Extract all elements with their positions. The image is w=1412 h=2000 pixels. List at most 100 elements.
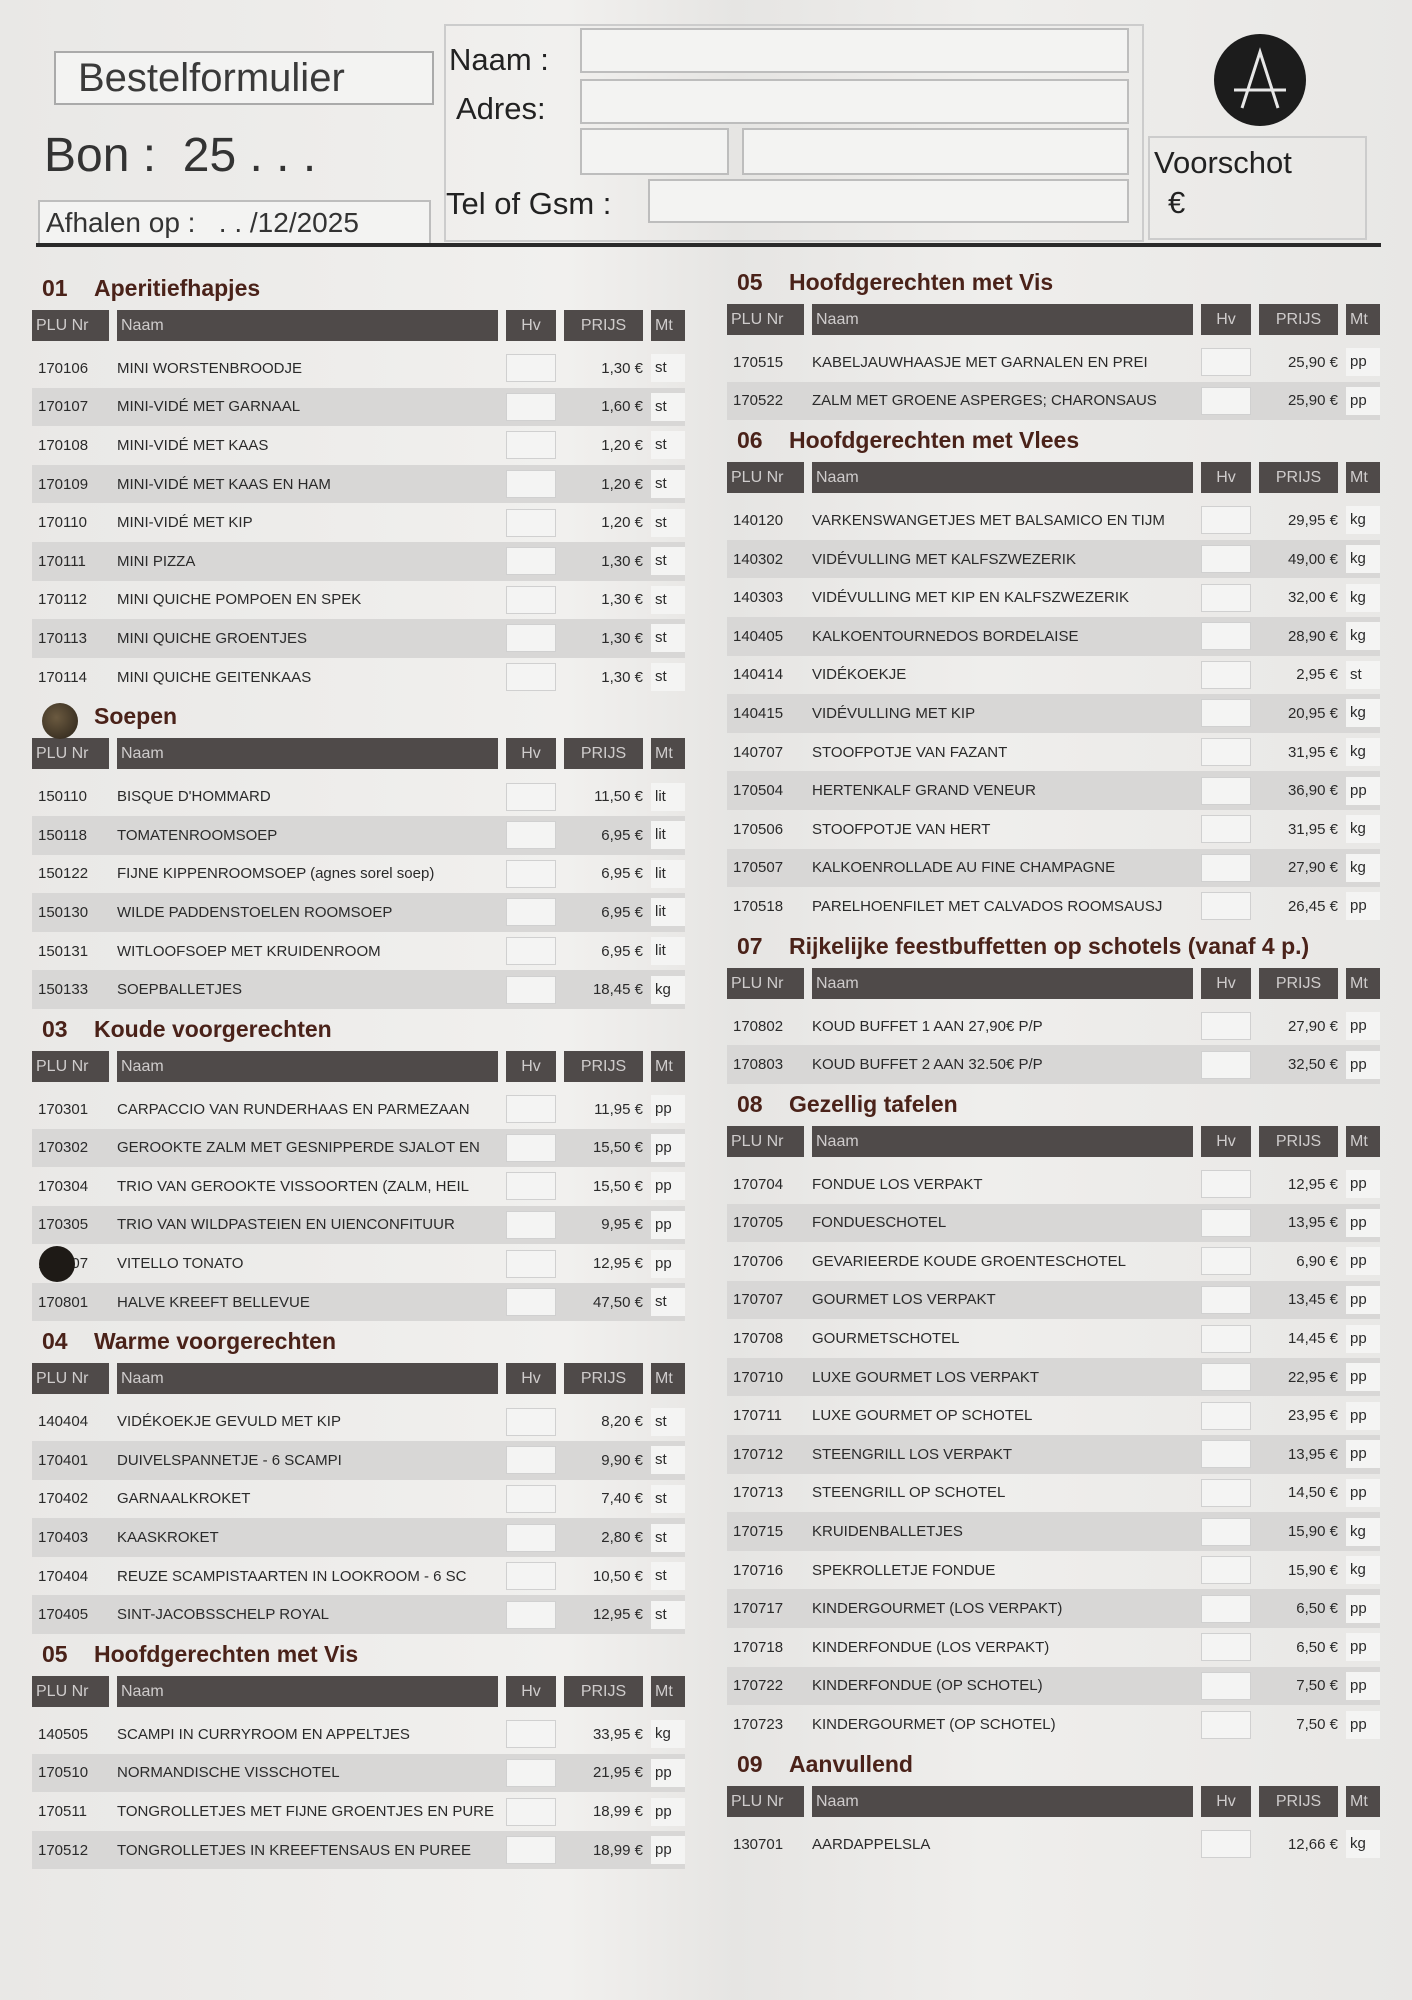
quantity-input[interactable] — [506, 859, 556, 888]
quantity-input[interactable] — [506, 1523, 556, 1552]
quantity-input[interactable] — [506, 782, 556, 811]
address-input[interactable] — [580, 79, 1129, 124]
item-row: 170705 FONDUESCHOTEL 13,95 € pp — [727, 1203, 1380, 1243]
quantity-input[interactable] — [1201, 1633, 1251, 1662]
quantity-input[interactable] — [1201, 583, 1251, 612]
quantity-input[interactable] — [506, 624, 556, 653]
quantity-input[interactable] — [506, 1562, 556, 1591]
quantity-input[interactable] — [1201, 1440, 1251, 1469]
quantity-input[interactable] — [1201, 1401, 1251, 1430]
quantity-input[interactable] — [1201, 699, 1251, 728]
quantity-input[interactable] — [1201, 1671, 1251, 1700]
quantity-input[interactable] — [1201, 1170, 1251, 1199]
quantity-input[interactable] — [506, 1446, 556, 1475]
item-name: KINDERFONDUE (OP SCHOTEL) — [812, 1677, 1043, 1695]
quantity-input[interactable] — [506, 470, 556, 499]
plu-number: 140414 — [733, 666, 784, 684]
item-row: 150130 WILDE PADDENSTOELEN ROOMSOEP 6,95 €… — [32, 893, 685, 932]
quantity-input[interactable] — [506, 1210, 556, 1239]
quantity-input[interactable] — [1201, 1556, 1251, 1585]
quantity-input[interactable] — [1201, 1247, 1251, 1276]
quantity-input[interactable] — [506, 1133, 556, 1162]
postcode-input[interactable] — [580, 128, 729, 175]
item-unit: kg — [1346, 622, 1380, 651]
item-price: 29,95 € — [1287, 511, 1338, 529]
quantity-input[interactable] — [506, 547, 556, 576]
quantity-input[interactable] — [506, 354, 556, 383]
quantity-input[interactable] — [506, 1407, 556, 1436]
quantity-input[interactable] — [1201, 1012, 1251, 1041]
quantity-input[interactable] — [506, 1797, 556, 1826]
quantity-input[interactable] — [506, 1484, 556, 1513]
quantity-input[interactable] — [506, 1172, 556, 1201]
quantity-input[interactable] — [1201, 1285, 1251, 1314]
quantity-input[interactable] — [1201, 776, 1251, 805]
quantity-input[interactable] — [506, 663, 556, 692]
item-name: SINT-JACOBSSCHELP ROYAL — [117, 1606, 330, 1624]
quantity-input[interactable] — [506, 585, 556, 614]
quantity-input[interactable] — [1201, 506, 1251, 535]
column-label: PLU Nr — [32, 1676, 109, 1708]
name-input[interactable] — [580, 28, 1129, 73]
quantity-input[interactable] — [506, 392, 556, 421]
quantity-input[interactable] — [1201, 1050, 1251, 1079]
punch-hole — [39, 1246, 75, 1282]
quantity-input[interactable] — [1201, 386, 1251, 415]
quantity-input[interactable] — [506, 508, 556, 537]
column-header: PLU Nr Naam Hv PRIJS Mt — [32, 1362, 685, 1395]
quantity-input[interactable] — [506, 1758, 556, 1787]
quantity-input[interactable] — [1201, 892, 1251, 921]
quantity-input[interactable] — [506, 937, 556, 966]
item-name: MINI PIZZA — [117, 552, 196, 570]
item-unit: st — [651, 1562, 685, 1591]
quantity-input[interactable] — [506, 1836, 556, 1865]
item-unit: pp — [651, 1172, 685, 1201]
quantity-input[interactable] — [506, 821, 556, 850]
item-unit: kg — [1346, 545, 1380, 574]
item-unit: st — [651, 1446, 685, 1475]
quantity-input[interactable] — [1201, 738, 1251, 767]
item-row: 150133 SOEPBALLETJES 18,45 € kg — [32, 970, 685, 1009]
quantity-input[interactable] — [506, 1600, 556, 1629]
item-row: 170106 MINI WORSTENBROODJE 1,30 € st — [32, 349, 685, 388]
quantity-input[interactable] — [1201, 853, 1251, 882]
item-price: 18,99 € — [592, 1803, 643, 1821]
item-price: 13,95 € — [1287, 1445, 1338, 1463]
item-price: 9,95 € — [601, 1216, 643, 1234]
quantity-input[interactable] — [506, 975, 556, 1004]
plu-number: 170715 — [733, 1523, 784, 1541]
plu-number: 140505 — [38, 1725, 89, 1743]
quantity-input[interactable] — [506, 1095, 556, 1124]
quantity-input[interactable] — [506, 1720, 556, 1749]
plu-number: 150130 — [38, 903, 89, 921]
item-name: VITELLO TONATO — [117, 1255, 244, 1273]
item-name: KALKOENTOURNEDOS BORDELAISE — [812, 627, 1079, 645]
quantity-input[interactable] — [1201, 1830, 1251, 1859]
quantity-input[interactable] — [1201, 348, 1251, 377]
quantity-input[interactable] — [506, 431, 556, 460]
quantity-input[interactable] — [1201, 1363, 1251, 1392]
phone-input[interactable] — [648, 179, 1129, 223]
quantity-input[interactable] — [1201, 815, 1251, 844]
item-unit: pp — [1346, 1285, 1380, 1314]
item-unit: pp — [651, 1133, 685, 1162]
item-name: TRIO VAN GEROOKTE VISSOORTEN (ZALM, HEIL — [117, 1177, 470, 1195]
quantity-input[interactable] — [1201, 660, 1251, 689]
quantity-input[interactable] — [1201, 545, 1251, 574]
quantity-input[interactable] — [1201, 1710, 1251, 1739]
city-input[interactable] — [742, 128, 1129, 175]
quantity-input[interactable] — [1201, 1324, 1251, 1353]
quantity-input[interactable] — [1201, 622, 1251, 651]
quantity-input[interactable] — [506, 898, 556, 927]
item-name: KINDERGOURMET (OP SCHOTEL) — [812, 1716, 1056, 1734]
plu-number: 130701 — [733, 1835, 784, 1853]
item-row: 170109 MINI-VIDÉ MET KAAS EN HAM 1,20 € st — [32, 464, 685, 504]
customer-box — [444, 24, 1144, 242]
plu-number: 170713 — [733, 1484, 784, 1502]
quantity-input[interactable] — [506, 1249, 556, 1278]
quantity-input[interactable] — [506, 1288, 556, 1317]
quantity-input[interactable] — [1201, 1478, 1251, 1507]
quantity-input[interactable] — [1201, 1517, 1251, 1546]
quantity-input[interactable] — [1201, 1594, 1251, 1623]
quantity-input[interactable] — [1201, 1208, 1251, 1237]
